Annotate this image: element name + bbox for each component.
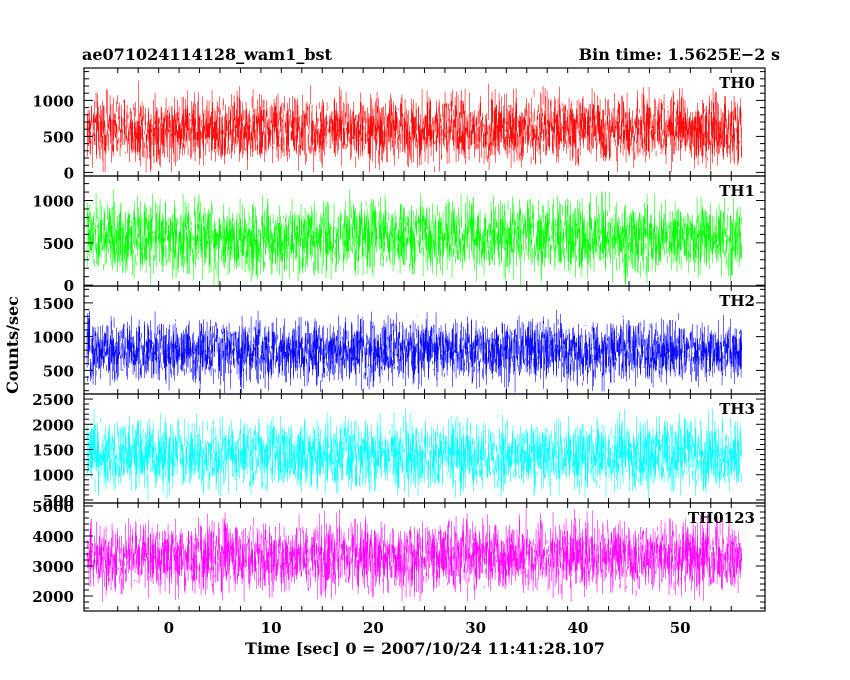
x-tick-label: 20 [363, 619, 384, 637]
y-tick-label: 2500 [32, 391, 74, 409]
y-tick-label: 0 [64, 164, 74, 182]
series-line-th2 [86, 310, 743, 394]
panels-group: 0 500 1000 TH0 0 500 1000 TH1 500 1000 1500 TH2 500 1… [32, 67, 766, 612]
panel-name-label: TH0 [719, 74, 755, 92]
y-tick-label: 500 [43, 235, 74, 253]
y-tick-label: 1000 [32, 92, 74, 110]
panel-th2: 500 1000 1500 TH2 [32, 285, 766, 395]
panel-th3: 500 1000 1500 2000 2500 TH3 [32, 391, 766, 510]
y-tick-label: 2000 [32, 416, 74, 434]
x-axis: 0 10 20 30 40 50 [164, 619, 691, 637]
panel-th1: 0 500 1000 TH1 [32, 175, 766, 295]
y-tick-label: 1000 [32, 467, 74, 485]
x-tick-label: 40 [567, 619, 588, 637]
y-tick-label: 1500 [32, 442, 74, 460]
x-axis-label: Time [sec] 0 = 2007/10/24 11:41:28.107 [245, 639, 605, 658]
figure-title-right: Bin time: 1.5625E−2 s [579, 45, 780, 64]
y-tick-label: 4000 [32, 528, 74, 546]
y-tick-label: 500 [43, 492, 74, 510]
series-line-th3 [86, 408, 743, 501]
x-tick-label: 0 [164, 619, 174, 637]
x-tick-label: 30 [465, 619, 486, 637]
y-tick-label: 500 [43, 128, 74, 146]
y-tick-label: 2000 [32, 588, 74, 606]
y-tick-label: 1000 [32, 193, 74, 211]
series-line-th1 [86, 189, 743, 286]
y-tick-label: 3000 [32, 558, 74, 576]
x-tick-label: 10 [261, 619, 282, 637]
y-tick-label: 500 [43, 362, 74, 380]
series-line-th0123 [86, 508, 743, 602]
panel-name-label: TH2 [719, 292, 755, 310]
y-tick-label: 1000 [32, 329, 74, 347]
panel-name-label: TH1 [719, 182, 755, 200]
panel-th0123: 2000 3000 4000 5000 TH0123 [32, 498, 766, 612]
y-tick-label: 0 [64, 277, 74, 295]
panel-name-label: TH0123 [688, 509, 755, 527]
x-tick-label: 50 [670, 619, 691, 637]
y-axis-label: Counts/sec [3, 296, 22, 394]
panel-th0: 0 500 1000 TH0 [32, 67, 766, 182]
y-tick-label: 5000 [32, 498, 74, 516]
series-line-th0 [86, 80, 743, 173]
y-tick-label: 1500 [32, 295, 74, 313]
figure-title-left: ae071024114128_wam1_bst [82, 45, 333, 64]
panel-name-label: TH3 [719, 400, 755, 418]
